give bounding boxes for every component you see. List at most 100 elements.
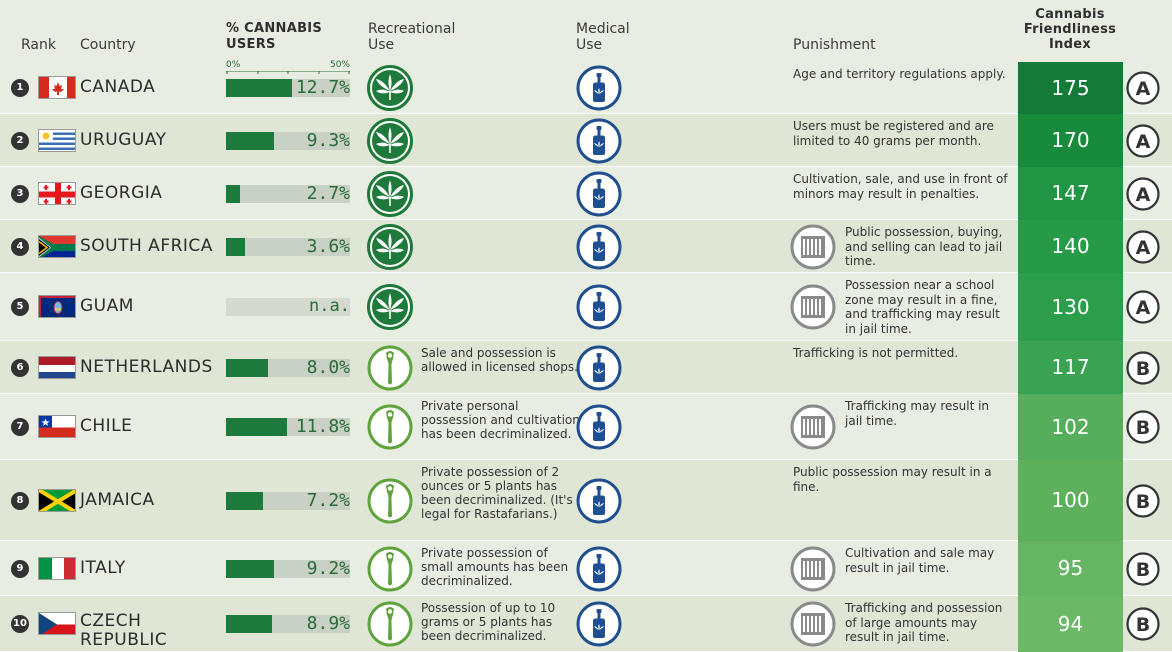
friendliness-index: 95 — [1018, 541, 1123, 596]
usage-percent: 7.2% — [306, 489, 350, 511]
punishment-note: Users must be registered and are limited… — [793, 119, 994, 148]
flag-icon — [38, 488, 76, 512]
recreational-note: Private possession of small amounts has … — [421, 546, 569, 588]
country-name: CZECH REPUBLIC — [80, 611, 168, 650]
scale-max-label: 50% — [329, 60, 350, 70]
svg-text:B: B — [1136, 491, 1150, 513]
svg-text:B: B — [1136, 358, 1150, 380]
usage-bar-fill — [226, 184, 240, 203]
jail-icon — [790, 546, 836, 592]
medical-bottle-icon — [576, 345, 622, 391]
rank-badge: 5 — [11, 298, 29, 316]
usage-bar: 9.3% — [226, 129, 350, 151]
rank-header: Rank — [21, 37, 56, 53]
country-name: JAMAICA — [80, 489, 155, 510]
jail-icon — [790, 404, 836, 450]
flag-icon — [38, 295, 76, 318]
users-header-line2: USERS — [226, 37, 276, 52]
medical-header-line2: Use — [576, 37, 603, 53]
usage-bar-fill — [226, 559, 274, 578]
recreational-header-line1: Recreational — [368, 21, 456, 37]
rank-badge: 6 — [11, 358, 29, 377]
table-row: 10 CZECH REPUBLIC 8.9% Possession of up to 1… — [0, 596, 1172, 652]
index-header-line2: Friendliness — [1023, 22, 1117, 37]
table-row: 6 NETHERLANDS 8.0% Sale and possession is a… — [0, 341, 1172, 394]
decriminalized-icon — [367, 404, 413, 450]
punishment-note: Cultivation, sale, and use in front of m… — [793, 172, 1008, 201]
usage-bar: 2.7% — [226, 182, 350, 204]
medical-header: Medical Use — [576, 21, 630, 53]
usage-percent: 12.7% — [295, 77, 350, 98]
usage-bar-fill — [226, 615, 272, 633]
usage-bar: n.a. — [226, 296, 350, 316]
recreational-note: Private personal possession and cultivat… — [421, 399, 580, 441]
cannabis-leaf-icon — [367, 223, 413, 270]
punishment-note: Public possession may result in a fine. — [793, 465, 992, 494]
usage-bar-fill — [226, 237, 245, 256]
grade-a-icon: A — [1126, 229, 1160, 264]
grade-b-icon: B — [1126, 483, 1160, 518]
recreational-header: Recreational Use — [368, 21, 455, 53]
table-row: 8 JAMAICA 7.2% Private possession of 2 ounc… — [0, 460, 1172, 541]
cannabis-leaf-icon — [367, 65, 413, 111]
recreational-note: Sale and possession is allowed in licens… — [421, 346, 578, 374]
decriminalized-icon — [367, 478, 413, 524]
index-header-line3: Index — [1048, 37, 1092, 52]
rank-badge: 8 — [11, 491, 29, 510]
rank-badge: 1 — [11, 79, 29, 97]
scale-ticks — [226, 71, 350, 74]
flag-icon — [38, 612, 76, 635]
medical-bottle-icon — [576, 546, 622, 592]
flag-icon — [38, 355, 76, 379]
table-row: 7 CHILE 11.8% Private personal possession a… — [0, 394, 1172, 460]
table-row: 2 URUGUAY 9.3% Users must be registered and… — [0, 114, 1172, 167]
svg-text:A: A — [1136, 297, 1151, 319]
grade-b-icon: B — [1126, 551, 1160, 586]
country-name: SOUTH AFRICA — [80, 235, 213, 256]
svg-text:A: A — [1136, 184, 1151, 206]
users-header: % CANNABIS USERS — [226, 21, 322, 53]
punishment-note: Age and territory regulations apply. — [793, 67, 1006, 81]
rank-badge: 3 — [11, 184, 29, 203]
svg-text:A: A — [1136, 78, 1151, 100]
medical-bottle-icon — [576, 224, 622, 270]
medical-bottle-icon — [576, 118, 622, 164]
table-row: 9 ITALY 9.2% Private possession of small am… — [0, 541, 1172, 596]
usage-percent: 8.9% — [306, 613, 350, 634]
usage-percent: 9.3% — [306, 129, 350, 151]
usage-bar: 8.9% — [226, 613, 350, 634]
users-header-line1: % CANNABIS — [226, 21, 323, 36]
friendliness-index: 170 — [1018, 114, 1123, 167]
grade-b-icon: B — [1126, 350, 1160, 385]
medical-bottle-icon — [576, 284, 622, 330]
friendliness-index: 147 — [1018, 167, 1123, 220]
country-name: CANADA — [80, 77, 156, 97]
friendliness-index: 94 — [1018, 596, 1123, 652]
usage-percent: 8.0% — [306, 356, 350, 378]
rank-badge: 10 — [11, 615, 29, 633]
usage-percent: 2.7% — [306, 182, 350, 204]
medical-bottle-icon — [576, 478, 622, 524]
svg-text:B: B — [1136, 417, 1150, 439]
country-name: URUGUAY — [80, 129, 167, 150]
punishment-note: Public possession, buying, and selling c… — [845, 225, 1003, 268]
medical-bottle-icon — [576, 171, 622, 217]
punishment-header: Punishment — [793, 37, 876, 53]
usage-percent: 9.2% — [306, 557, 350, 579]
punishment-note: Possession near a school zone may result… — [845, 278, 1000, 336]
usage-bar: 12.7% — [226, 77, 350, 98]
medical-bottle-icon — [576, 65, 622, 111]
decriminalized-icon — [367, 601, 413, 647]
usage-bar-fill — [226, 131, 274, 150]
usage-percent: n.a. — [309, 296, 350, 316]
grade-a-icon: A — [1126, 71, 1160, 105]
svg-text:A: A — [1136, 131, 1151, 153]
usage-bar: 9.2% — [226, 557, 350, 579]
usage-bar-fill — [226, 358, 268, 377]
rank-badge: 2 — [11, 131, 29, 150]
country-name: CHILE — [80, 416, 133, 436]
usage-percent: 3.6% — [306, 235, 350, 257]
decriminalized-icon — [367, 345, 413, 391]
grade-a-icon: A — [1126, 176, 1160, 211]
country-header: Country — [80, 37, 136, 53]
